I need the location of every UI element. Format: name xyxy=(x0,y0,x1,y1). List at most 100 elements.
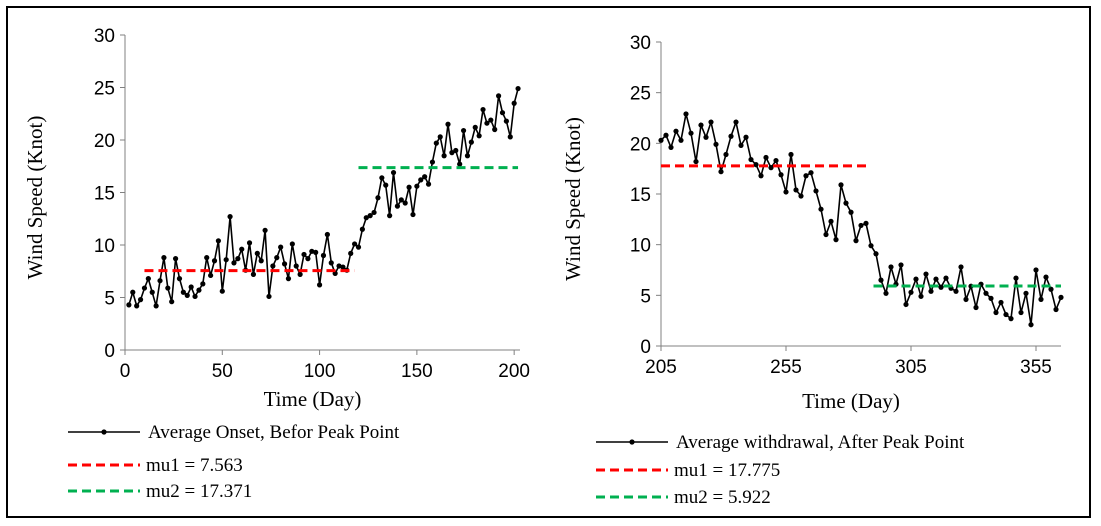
chart1-data-point xyxy=(169,299,175,305)
chart2-data-point xyxy=(753,162,759,168)
chart2-y-tick-label: 15 xyxy=(630,185,651,206)
chart2-data-point xyxy=(973,304,979,311)
chart1-x-tick-label: 50 xyxy=(212,361,233,382)
chart1-data-point xyxy=(348,250,354,256)
chart2-data-point xyxy=(828,218,834,224)
chart1-data-point xyxy=(141,285,148,291)
chart1-y-tick-label: 20 xyxy=(94,131,115,152)
chart1-data-point xyxy=(137,297,144,303)
chart1-data-point xyxy=(227,214,233,220)
chart2-y-axis-label: Wind Speed (Knot) xyxy=(561,117,585,281)
chart1-data-point xyxy=(313,249,319,255)
chart1-data-point xyxy=(293,263,299,269)
chart2-series-line xyxy=(660,113,1062,325)
chart1-y-tick-label: 15 xyxy=(94,184,115,205)
chart2-data-point xyxy=(988,295,994,301)
chart2-data-point xyxy=(733,119,739,125)
chart2-data-point xyxy=(1008,316,1014,322)
chart1-y-tick-label: 10 xyxy=(94,236,115,257)
chart1-data-point xyxy=(235,256,241,262)
chart1-data-point xyxy=(495,93,502,99)
chart1-data-point xyxy=(254,250,260,256)
chart1-data-point xyxy=(192,293,198,300)
chart1-series-line xyxy=(128,88,519,308)
chart1-x-tick-label: 200 xyxy=(498,361,530,382)
chart1-data-point xyxy=(367,213,373,219)
chart1-legend-label-2: mu2 = 17.371 xyxy=(146,481,252,502)
chart2-data-point xyxy=(698,122,704,128)
chart1-data-point xyxy=(406,184,412,190)
chart1-data-point xyxy=(383,182,389,188)
chart1-data-point xyxy=(208,272,214,279)
chart1-data-point xyxy=(246,240,253,246)
chart2-data-point xyxy=(958,264,964,270)
chart1-data-point xyxy=(274,255,280,261)
chart1-data-point xyxy=(258,258,264,264)
chart2-data-point xyxy=(898,262,904,268)
chart2-data-point xyxy=(1003,311,1009,318)
chart1-y-tick-label: 0 xyxy=(104,341,115,362)
chart1-data-point xyxy=(457,161,463,167)
chart1-data-point xyxy=(215,238,221,244)
chart1-data-point xyxy=(165,285,171,291)
chart1-data-point xyxy=(425,181,432,187)
chart2-x-tick-label: 355 xyxy=(1020,357,1052,378)
chart2-data-point xyxy=(853,238,859,244)
chart2-data-point xyxy=(663,132,669,138)
chart2-data-point xyxy=(1058,294,1064,300)
chart2-legend-label-2: mu2 = 5.922 xyxy=(674,487,771,508)
chart2-data-point xyxy=(818,206,824,212)
chart1-data-point xyxy=(460,127,467,134)
chart2-data-point xyxy=(848,209,854,215)
chart1-data-point xyxy=(503,118,509,124)
chart2-data-point xyxy=(668,144,674,150)
chart2-data-point xyxy=(713,141,719,147)
chart2-data-point xyxy=(873,251,879,257)
chart1-data-point xyxy=(149,289,155,295)
chart1-legend-marker xyxy=(101,429,107,435)
chart2-legend-marker xyxy=(629,439,635,445)
chart2-y-tick-label: 10 xyxy=(630,236,651,257)
chart2-data-point xyxy=(833,237,839,243)
chart1-data-point xyxy=(336,263,342,269)
chart1-data-point xyxy=(371,209,377,216)
chart2-data-point xyxy=(703,134,709,140)
chart1-data-point xyxy=(157,278,163,284)
chart2-data-point xyxy=(658,137,664,143)
chart2-data-point xyxy=(1053,306,1059,313)
chart2-data-point xyxy=(678,137,684,143)
chart1-data-point xyxy=(472,124,478,130)
chart1-legend-label-0: Average Onset, Befor Peak Point xyxy=(148,422,400,443)
chart2-data-point xyxy=(913,276,919,282)
chart1-data-point xyxy=(445,121,451,127)
chart1-data-point xyxy=(480,106,486,113)
chart2-data-point xyxy=(1018,309,1024,316)
chart1-data-point xyxy=(390,169,397,176)
chart1-data-point xyxy=(176,276,183,282)
chart1-data-point xyxy=(161,255,167,261)
chart1-data-point xyxy=(449,150,455,156)
chart1-data-point xyxy=(453,147,459,154)
chart1-data-point xyxy=(515,85,521,92)
chart1-data-point xyxy=(352,241,358,247)
chart2-data-point xyxy=(928,288,934,294)
chart1-data-point xyxy=(507,134,513,140)
chart1-data-point xyxy=(180,289,186,295)
chart1-data-point xyxy=(324,231,330,238)
chart2-data-point xyxy=(903,301,909,308)
chart1-data-point xyxy=(387,213,393,219)
chart1-data-point xyxy=(204,255,210,261)
chart1-x-tick-label: 0 xyxy=(120,361,131,382)
chart1-data-point xyxy=(130,289,136,295)
chart1-data-point xyxy=(394,203,401,209)
chart2-data-point xyxy=(803,173,809,179)
chart2-data-point xyxy=(808,170,814,176)
chart2-data-point xyxy=(793,187,799,193)
chart1-data-point xyxy=(429,159,436,165)
chart2-data-point xyxy=(983,290,989,296)
chart1-data-point xyxy=(289,241,295,247)
chart1-y-tick-label: 5 xyxy=(104,289,115,310)
chart2-data-point xyxy=(788,151,794,158)
chart1-data-point xyxy=(134,303,140,309)
